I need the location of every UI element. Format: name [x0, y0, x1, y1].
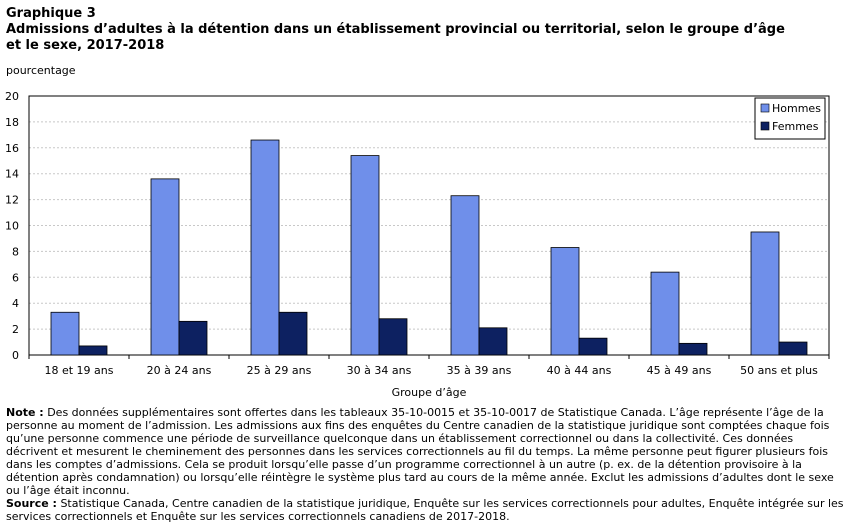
y-tick-label: 6 [12, 271, 19, 284]
chart-title-line2: et le sexe, 2017-2018 [6, 38, 165, 53]
x-tick-label: 40 à 44 ans [547, 364, 612, 377]
bar-hommes [50, 311, 80, 356]
bar-hommes [350, 155, 380, 356]
y-tick-label: 20 [5, 90, 19, 103]
source-text: Statistique Canada, Centre canadien de l… [6, 497, 844, 523]
x-tick-label: 20 à 24 ans [147, 364, 212, 377]
y-tick-label: 8 [12, 245, 19, 258]
x-tick-label: 45 à 49 ans [647, 364, 712, 377]
graph-number: Graphique 3 [6, 6, 96, 21]
bar-hommes [250, 139, 280, 356]
note-text: Des données supplémentaires sont offerte… [6, 406, 834, 497]
y-tick-label: 16 [5, 142, 19, 155]
legend-swatch-hommes [760, 103, 770, 113]
x-tick-label: 25 à 29 ans [247, 364, 312, 377]
bar-hommes [150, 178, 180, 356]
bar-hommes [450, 195, 480, 356]
note-block: Note : Des données supplémentaires sont … [6, 406, 846, 497]
source-label: Source : [6, 497, 57, 510]
bar-femmes [178, 320, 208, 356]
bar-femmes [478, 327, 508, 356]
note-label: Note : [6, 406, 44, 419]
bar-hommes [550, 247, 580, 356]
y-tick-label: 12 [5, 194, 19, 207]
bar-femmes [578, 337, 608, 356]
y-tick-label: 0 [12, 349, 19, 362]
x-tick-label: 30 à 34 ans [347, 364, 412, 377]
legend-swatch-femmes [760, 121, 770, 131]
y-tick-label: 10 [5, 220, 19, 233]
y-tick-label: 4 [12, 297, 19, 310]
y-tick-label: 18 [5, 116, 19, 129]
x-tick-label: 50 ans et plus [740, 364, 818, 377]
bar-femmes [378, 318, 408, 356]
bar-femmes [278, 311, 308, 356]
bar-hommes [650, 271, 680, 356]
bar-hommes [750, 231, 780, 356]
legend-label-femmes: Femmes [772, 120, 819, 133]
y-axis-unit-label: pourcentage [6, 64, 76, 77]
x-tick-label: 18 et 19 ans [44, 364, 113, 377]
y-tick-label: 2 [12, 323, 19, 336]
source-block: Source : Statistique Canada, Centre cana… [6, 497, 846, 523]
x-tick-label: 35 à 39 ans [447, 364, 512, 377]
legend-label-hommes: Hommes [772, 102, 821, 115]
y-tick-label: 14 [5, 168, 19, 181]
bar-femmes [778, 341, 808, 356]
bar-femmes [78, 345, 108, 356]
chart-title-line1: Admissions d’adultes à la détention dans… [6, 22, 785, 37]
bar-femmes [678, 342, 708, 356]
bar-chart: 0 2 4 6 8 10 12 14 16 18 20 18 et 19 ans 20 à 24 ans… [5, 90, 830, 399]
x-axis-title: Groupe d’âge [392, 386, 467, 399]
